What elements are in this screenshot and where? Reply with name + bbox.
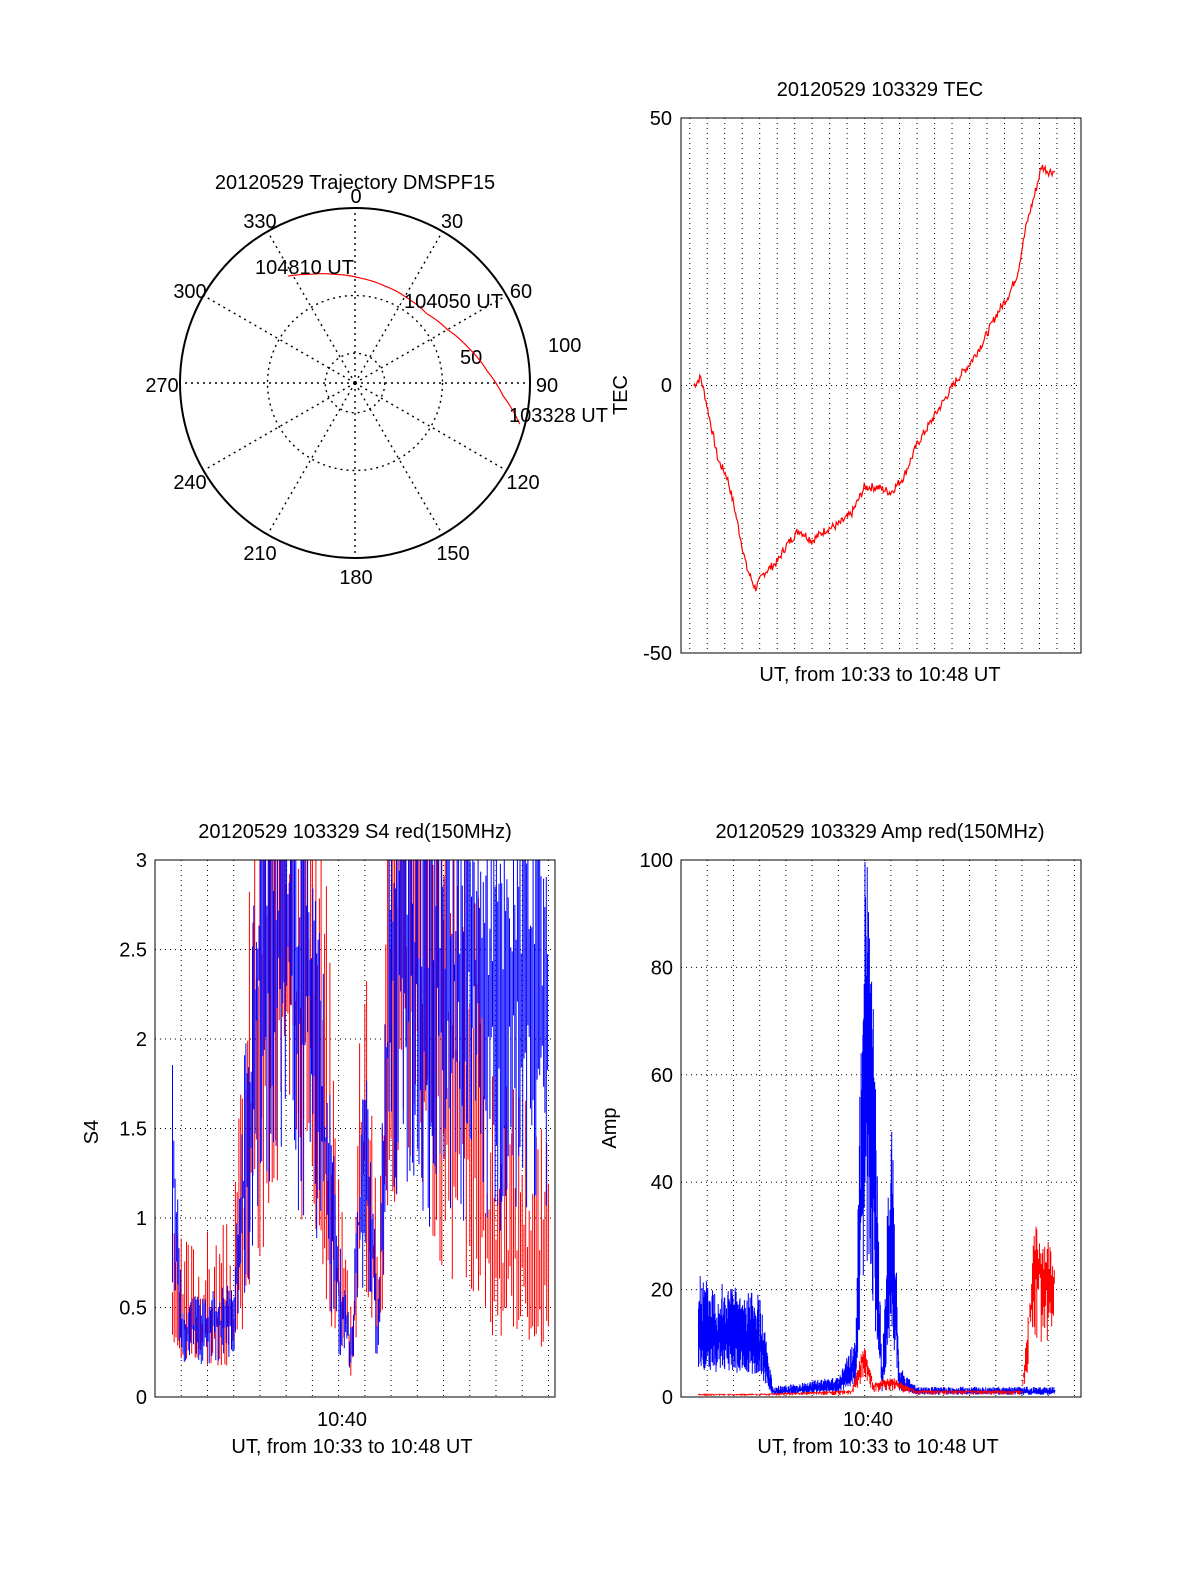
polar-spoke — [354, 382, 444, 535]
polar-outer-circle — [179, 207, 531, 559]
polar-spoke — [354, 231, 444, 384]
s4-ylabel: S4 — [81, 1120, 103, 1144]
y-tick-label: 40 — [651, 1172, 673, 1194]
polar-azimuth-label: 30 — [441, 211, 463, 233]
polar-ring-50 — [266, 294, 444, 472]
amp-xlabel: UT, from 10:33 to 10:48 UT — [757, 1436, 998, 1458]
polar-spoke — [354, 382, 507, 472]
trajectory-end-time-label: 104810 UT — [255, 257, 354, 279]
tec-chart: 20120529 103329 TEC 50 0 -50 TEC UT, fro… — [610, 79, 1082, 686]
y-tick-label: 1.5 — [119, 1119, 147, 1141]
amp-ylabel: Amp — [599, 1107, 621, 1148]
polar-spoke — [266, 231, 356, 384]
y-tick-label: 80 — [651, 957, 673, 979]
tec-grid — [681, 118, 1081, 653]
trajectory-trace — [288, 273, 521, 425]
amp-chart: 20120529 103329 Amp red(150MHz) 0 20 40 60 8… — [599, 821, 1082, 1458]
polar-spoke — [354, 294, 507, 384]
polar-azimuth-label: 330 — [243, 211, 276, 233]
y-tick-label: 0 — [136, 1387, 147, 1409]
amp-y-tick-labels: 0 20 40 60 80 100 — [640, 850, 673, 1409]
amp-title: 20120529 103329 Amp red(150MHz) — [715, 821, 1044, 843]
tec-title: 20120529 103329 TEC — [777, 79, 983, 101]
y-tick-label: 0.5 — [119, 1298, 147, 1320]
polar-ring-inner — [324, 352, 386, 414]
trajectory-mid-time-label: 104050 UT — [404, 291, 503, 313]
y-tick-label: 1 — [136, 1208, 147, 1230]
polar-spoke — [266, 382, 356, 535]
s4-xtick-1040: 10:40 — [317, 1409, 367, 1431]
s4-xlabel: UT, from 10:33 to 10:48 UT — [231, 1436, 472, 1458]
polar-title: 20120529 Trajectory DMSPF15 — [215, 172, 495, 194]
y-tick-label: 3 — [136, 850, 147, 872]
tec-ytick-zero: 0 — [661, 375, 672, 397]
tec-series-line — [693, 164, 1056, 592]
polar-grid — [180, 208, 530, 558]
trajectory-polar-plot: 20120529 Trajectory DMSPF15 0 30 60 90 120 15… — [145, 172, 608, 589]
s4-y-tick-labels: 0 0.5 1 1.5 2 2.5 3 — [119, 850, 147, 1409]
polar-azimuth-label: 150 — [436, 543, 469, 565]
polar-azimuth-label: 270 — [145, 375, 178, 397]
y-tick-label: 0 — [662, 1387, 673, 1409]
polar-spoke — [203, 294, 356, 384]
polar-radial-label-100: 100 — [548, 335, 581, 357]
amp-grid — [680, 860, 1081, 1397]
polar-azimuth-label: 120 — [506, 472, 539, 494]
amp-data — [698, 861, 1056, 1396]
s4-data — [172, 860, 549, 1376]
y-tick-label: 60 — [651, 1065, 673, 1087]
polar-azimuth-label: 240 — [173, 472, 206, 494]
s4-blue-series — [172, 860, 549, 1368]
polar-azimuth-labels: 0 30 60 90 120 150 180 210 240 270 300 330 — [145, 186, 558, 589]
polar-azimuth-label: 210 — [243, 543, 276, 565]
amp-red-series — [698, 1226, 1055, 1396]
y-tick-label: 100 — [640, 850, 673, 872]
tec-ytick-bottom: -50 — [643, 643, 672, 665]
amp-xtick-1040: 10:40 — [843, 1409, 893, 1431]
polar-azimuth-label: 90 — [536, 375, 558, 397]
polar-azimuth-label: 180 — [339, 567, 372, 589]
y-tick-label: 20 — [651, 1280, 673, 1302]
amp-plot-frame — [680, 859, 1082, 1398]
polar-azimuth-label: 300 — [173, 281, 206, 303]
polar-azimuth-label: 60 — [510, 281, 532, 303]
y-tick-label: 2.5 — [119, 940, 147, 962]
trajectory-start-time-label: 103328 UT — [509, 405, 608, 427]
polar-spoke — [203, 382, 356, 472]
tec-plot-frame — [680, 117, 1082, 654]
tec-ytick-top: 50 — [650, 108, 672, 130]
tec-ylabel: TEC — [610, 375, 632, 415]
polar-azimuth-label: 0 — [350, 186, 361, 208]
s4-plot-frame — [154, 859, 556, 1398]
amp-blue-series — [698, 861, 1056, 1395]
polar-radial-label-50: 50 — [460, 347, 482, 369]
s4-chart: 20120529 103329 S4 red(150MHz) 0 0.5 1 1.5 2… — [81, 821, 556, 1458]
tec-xlabel: UT, from 10:33 to 10:48 UT — [759, 664, 1000, 686]
y-tick-label: 2 — [136, 1029, 147, 1051]
s4-title: 20120529 103329 S4 red(150MHz) — [198, 821, 512, 843]
